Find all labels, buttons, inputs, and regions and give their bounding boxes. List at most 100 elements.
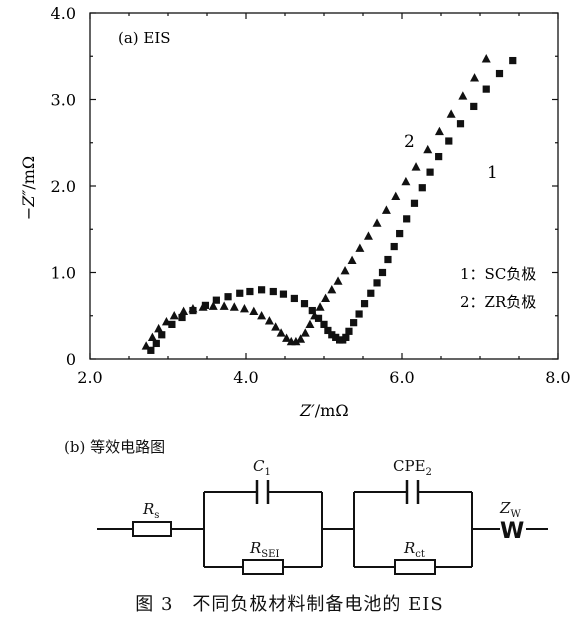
series-1-point (246, 287, 254, 296)
series-1-point (470, 102, 478, 111)
x-axis-label-unit: /mΩ (315, 401, 349, 420)
eis-chart: 2.0 4.0 6.0 8.0 0 1.0 2.0 3.0 4.0 (a) EIS 2 1 1：… (19, 4, 571, 420)
series-1-point (320, 320, 328, 328)
panel-label-a: (a) EIS (118, 29, 171, 47)
series-1-point (168, 320, 176, 328)
series-2-point (305, 319, 315, 328)
y-tick-label: 2.0 (51, 177, 76, 196)
series-2-point (219, 301, 229, 310)
series-1-point (390, 242, 398, 251)
rct-label: Rct (403, 539, 425, 560)
series-2-point (470, 73, 480, 82)
series-2-label: 2 (404, 132, 415, 152)
series-1-point (290, 294, 298, 303)
series-2-point (401, 176, 411, 186)
c1-symbol: C (253, 457, 265, 475)
rs-label: Rs (142, 500, 159, 521)
series-2-point (264, 316, 274, 325)
circuit-title: (b) 等效电路图 (64, 438, 165, 456)
cpe2-label: CPE2 (393, 457, 432, 478)
series-1-point (328, 331, 336, 339)
series-1-point (396, 229, 404, 238)
series-2-point (446, 109, 456, 118)
series-1-point (308, 306, 316, 315)
series-1-point (224, 293, 232, 301)
circuit-labels: (b) 等效电路图 Rs C1 RSEI CPE2 Rct ZW W (64, 438, 524, 560)
series-1-point (152, 339, 160, 348)
series-1-point (456, 120, 465, 128)
series-2-point (161, 317, 171, 326)
y-axis-label: −Z″/mΩ (19, 156, 38, 220)
series-1-point (355, 310, 363, 318)
warburg-element: W (500, 519, 524, 544)
series-1-point (324, 326, 332, 335)
series-2-point (291, 336, 301, 346)
series-2-point (282, 333, 292, 342)
series-1-point (410, 199, 419, 207)
series-1-point (258, 286, 266, 294)
x-axis-label: Z′/mΩ (299, 401, 349, 420)
series-1-point (418, 184, 426, 192)
series-1-point (236, 289, 244, 297)
series-1-point (373, 279, 381, 287)
series-1-point (426, 168, 434, 176)
axis-tick-labels: 2.0 4.0 6.0 8.0 0 1.0 2.0 3.0 4.0 (51, 4, 571, 387)
rsei-symbol: R (249, 539, 261, 557)
series-2-point (391, 191, 401, 200)
series-2-point (271, 322, 281, 331)
series-2-point (327, 285, 337, 294)
series-2-point (208, 301, 218, 310)
series-2-point (481, 54, 491, 63)
series-2-point (363, 231, 373, 240)
rsei-subscript: SEI (261, 549, 279, 560)
series-2-point (179, 306, 189, 316)
series-1-point (178, 313, 186, 322)
series-2-point (147, 332, 157, 341)
y-tick-label: 3.0 (51, 91, 76, 110)
series-2-point (381, 205, 391, 214)
figure-caption: 图 3 不同负极材料制备电池的 EIS (135, 594, 444, 615)
series-1-point (212, 296, 220, 304)
series-2-triangles (141, 54, 491, 350)
series-2-point (188, 304, 198, 313)
rct-symbol: R (403, 539, 415, 557)
series-2-point (458, 91, 468, 100)
series-2-point (296, 334, 306, 343)
series-2-point (347, 255, 357, 264)
x-axis-label-main: Z′ (299, 401, 315, 420)
series-2-point (321, 293, 331, 303)
x-tick-label: 6.0 (389, 368, 414, 387)
series-1-point (445, 137, 453, 145)
series-2-point (249, 306, 259, 316)
series-1-point (435, 152, 443, 161)
cpe2-symbol: CPE (393, 457, 426, 475)
series-1-point (509, 56, 517, 65)
y-axis-label-unit: /mΩ (19, 156, 38, 190)
series-2-point (141, 341, 151, 350)
series-1-point (367, 289, 375, 297)
series-2-point (333, 276, 343, 285)
series-2-point (315, 302, 325, 311)
series-1-point (345, 327, 353, 335)
resistor-rct (394, 559, 436, 575)
series-1-point (300, 300, 309, 308)
series-2-point (257, 310, 267, 320)
rs-symbol: R (142, 500, 154, 518)
series-2-point (355, 243, 365, 252)
y-tick-label: 4.0 (51, 4, 76, 23)
series-2-point (198, 302, 208, 311)
c1-label: C1 (253, 457, 271, 478)
y-axis-label-main: −Z″ (19, 190, 38, 221)
series-1-point (158, 331, 166, 339)
axis-ticks (89, 12, 559, 360)
cpe2-subscript: 2 (426, 467, 432, 478)
zw-label: ZW (499, 499, 521, 520)
series-2-point (372, 218, 382, 227)
resistor-rsei (242, 559, 284, 575)
series-1-point (360, 300, 369, 308)
series-1-point (482, 85, 490, 93)
series-2-point (276, 328, 286, 337)
resistor-rs (132, 521, 172, 537)
series-1-point (378, 268, 387, 277)
